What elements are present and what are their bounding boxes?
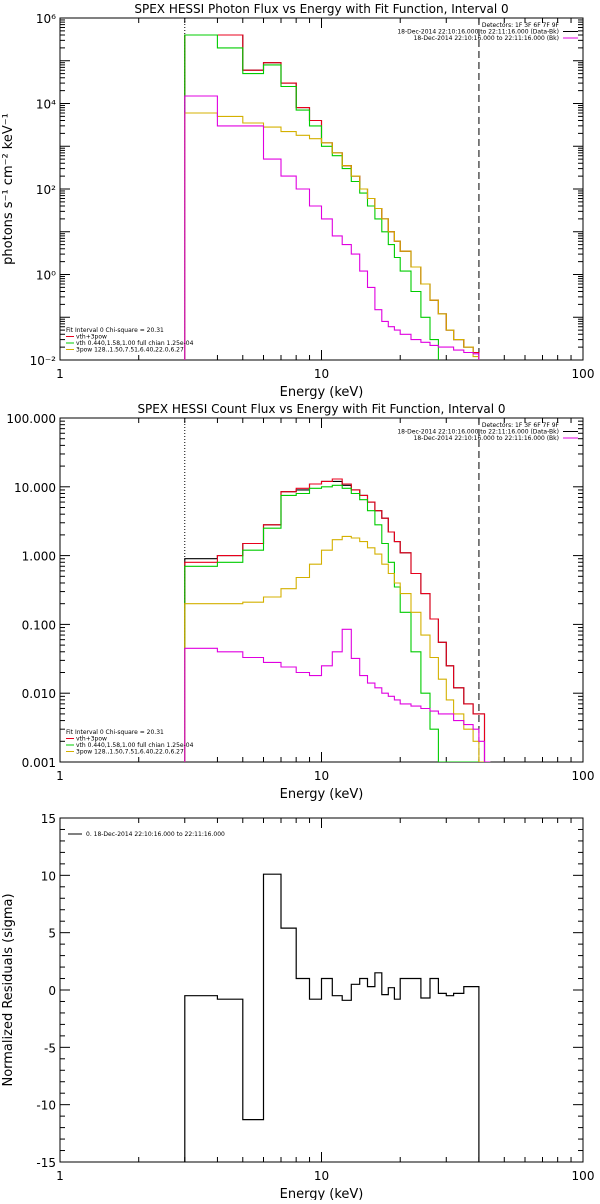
- fit-legend-line: vth 0.440,1.58,1.00 full chian 1.25e-04: [76, 742, 194, 749]
- x-axis-title: Energy (keV): [280, 385, 364, 400]
- y-tick-label: 100.000: [6, 412, 56, 426]
- x-tick-label: 1: [56, 769, 64, 783]
- chart-panel-count: SPEX HESSI Count Flux vs Energy with Fit…: [6, 402, 594, 802]
- series-line-total: [184, 478, 491, 762]
- y-tick-label: 0.010: [22, 687, 56, 701]
- info-line: Detectors: 1F 3F 6F 7F 9F: [482, 422, 560, 429]
- y-tick-label: 0.001: [22, 756, 56, 770]
- info-line: 18-Dec-2014 22:10:16.000 to 22:11:16.000…: [397, 429, 559, 436]
- x-tick-label: 10: [314, 769, 329, 783]
- series-line-data: [184, 480, 491, 762]
- chart-panel-residual: 1 10 100 Energy (keV) -15 -10 -5 0 5 10 15 Normaliz…: [1, 812, 595, 1202]
- x-tick-label: 1: [56, 1169, 64, 1183]
- plot-frame: [59, 17, 584, 361]
- y-tick-label: 5: [48, 927, 56, 941]
- info-line: 18-Dec-2014 22:10:16.000 to 22:11:16.000…: [414, 35, 559, 42]
- x-tick-label: 10: [314, 367, 329, 381]
- info-line: Detectors: 1F 3F 6F 7F 9F: [482, 22, 560, 29]
- chart-title: SPEX HESSI Count Flux vs Energy with Fit…: [137, 402, 505, 416]
- plot-area: [184, 478, 491, 762]
- series-line-vth: [184, 484, 491, 762]
- x-tick-label: 100: [572, 769, 595, 783]
- y-tick-label: 10⁻²: [30, 354, 57, 368]
- y-tick-label: 10.000: [14, 481, 56, 495]
- y-tick-label: 15: [41, 812, 56, 826]
- residual-line: [184, 873, 480, 1162]
- series-line-background: [184, 95, 480, 360]
- y-axis-title: Normalized Residuals (sigma): [1, 893, 16, 1086]
- y-tick-label: -5: [44, 1041, 56, 1055]
- residual-legend-text: 0. 18-Dec-2014 22:10:16.000 to 22:11:16.…: [86, 831, 225, 838]
- plot-frame: [59, 417, 584, 763]
- y-axis-title: photons s⁻¹ cm⁻² keV⁻¹: [1, 113, 16, 265]
- info-line: 18-Dec-2014 22:10:16.000 to 22:11:16.000…: [414, 435, 559, 442]
- x-tick-label: 100: [572, 367, 595, 381]
- x-tick-label: 10: [314, 1169, 329, 1183]
- y-tick-label: 10⁶: [36, 12, 56, 26]
- info-line: 18-Dec-2014 22:10:16.000 to 22:11:16.000…: [397, 29, 559, 36]
- y-tick-label: -10: [36, 1099, 56, 1113]
- plot-area: [184, 873, 480, 1162]
- plot-area: [184, 34, 480, 360]
- y-tick-label: 0: [48, 984, 56, 998]
- y-tick-label: 10: [41, 869, 56, 883]
- series-line-background: [184, 628, 491, 762]
- series-line-bpow: [184, 535, 486, 762]
- series-line-total: [184, 34, 480, 360]
- y-tick-label: 10²: [36, 183, 56, 197]
- fit-legend-line: Fit Interval 0 Chi-square = 20.31: [66, 327, 164, 334]
- chart-panel-photon: SPEX HESSI Photon Flux vs Energy with Fi…: [1, 2, 594, 400]
- x-axis-title: Energy (keV): [280, 1187, 364, 1200]
- series-line-data: [184, 34, 480, 360]
- chart-title: SPEX HESSI Photon Flux vs Energy with Fi…: [134, 2, 508, 16]
- series-line-vth: [184, 34, 439, 360]
- fit-legend-line: vth+3pow: [76, 736, 107, 743]
- x-tick-label: 1: [56, 367, 64, 381]
- fit-legend-line: 3pow 128.,1.50,7.51,6.40,22.0,6.27: [76, 347, 184, 354]
- y-tick-label: 0.100: [22, 618, 56, 632]
- x-tick-label: 100: [572, 1169, 595, 1183]
- fit-legend-line: 3pow 128.,1.50,7.51,6.40,22.0,6.27: [76, 749, 184, 756]
- fit-legend-line: vth+3pow: [76, 334, 107, 341]
- x-axis-title: Energy (keV): [280, 787, 364, 802]
- y-tick-label: -15: [36, 1156, 56, 1170]
- y-tick-label: 10⁰: [36, 269, 56, 283]
- y-tick-label: 1.000: [22, 550, 56, 564]
- y-tick-label: 10⁴: [36, 98, 56, 112]
- fit-legend-line: vth 0.440,1.58,1.00 full chian 1.25e-04: [76, 340, 194, 347]
- series-line-bpow: [184, 112, 480, 360]
- fit-legend-line: Fit Interval 0 Chi-square = 20.31: [66, 729, 164, 736]
